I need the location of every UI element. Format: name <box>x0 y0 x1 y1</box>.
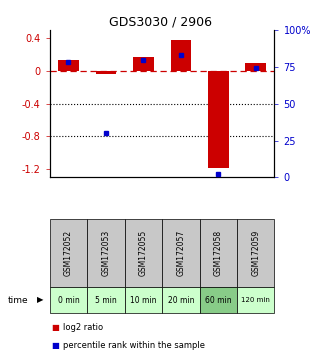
Bar <box>208 71 229 167</box>
Text: 60 min: 60 min <box>205 296 231 304</box>
Text: ■: ■ <box>51 323 59 332</box>
Text: GSM172059: GSM172059 <box>251 230 260 276</box>
Text: ▶: ▶ <box>37 296 43 304</box>
Text: GSM172057: GSM172057 <box>176 230 185 276</box>
Bar <box>246 63 266 71</box>
Text: 0 min: 0 min <box>57 296 79 304</box>
Text: percentile rank within the sample: percentile rank within the sample <box>63 341 204 350</box>
Bar <box>58 61 79 71</box>
Text: 10 min: 10 min <box>130 296 157 304</box>
Text: 120 min: 120 min <box>241 297 270 303</box>
Text: GSM172055: GSM172055 <box>139 230 148 276</box>
Text: ■: ■ <box>51 341 59 350</box>
Text: log2 ratio: log2 ratio <box>63 323 103 332</box>
Text: time: time <box>8 296 29 304</box>
Text: 20 min: 20 min <box>168 296 194 304</box>
Text: GDS3030 / 2906: GDS3030 / 2906 <box>109 16 212 29</box>
Text: GSM172053: GSM172053 <box>101 230 110 276</box>
Text: GSM172058: GSM172058 <box>214 230 223 276</box>
Bar <box>133 57 154 71</box>
Bar <box>170 40 191 71</box>
Bar <box>96 71 116 74</box>
Text: 5 min: 5 min <box>95 296 117 304</box>
Text: GSM172052: GSM172052 <box>64 230 73 276</box>
